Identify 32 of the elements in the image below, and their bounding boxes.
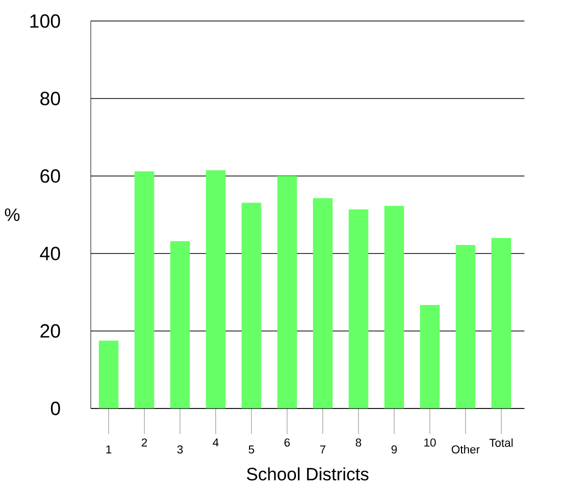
- bar: [348, 209, 368, 409]
- x-tick-label: 2: [142, 438, 147, 447]
- x-tick-label: Other: [452, 445, 480, 454]
- bar: [384, 206, 404, 409]
- bar: [277, 176, 297, 409]
- x-tick-label: 6: [284, 438, 290, 447]
- y-axis-title: %: [4, 208, 20, 222]
- y-tick-label: 100: [30, 14, 60, 28]
- bar: [98, 340, 118, 409]
- x-axis-title: School Districts: [246, 467, 368, 481]
- y-tick-label: 20: [40, 324, 60, 338]
- x-tick-label: 7: [320, 446, 326, 454]
- bar: [312, 198, 333, 409]
- x-tick-label: Total: [489, 438, 513, 448]
- bar: [242, 202, 262, 409]
- x-tick-label: 4: [212, 438, 219, 446]
- bar: [491, 238, 512, 409]
- x-tick-label: 10: [424, 438, 436, 447]
- x-tick-label: 1: [106, 446, 112, 454]
- bar: [206, 170, 226, 409]
- y-tick-label: 60: [40, 169, 60, 183]
- y-tick-label: 0: [50, 402, 60, 416]
- bar: [170, 241, 190, 409]
- y-tick-label: 40: [40, 246, 60, 260]
- x-tick-label: 5: [248, 446, 254, 454]
- bar: [456, 245, 476, 409]
- bar: [134, 171, 154, 409]
- bar: [420, 305, 440, 409]
- x-tick-label: 3: [177, 445, 183, 454]
- x-tick-label: 9: [392, 445, 397, 454]
- x-tick-label: 8: [356, 438, 362, 447]
- y-tick-label: 80: [40, 92, 60, 106]
